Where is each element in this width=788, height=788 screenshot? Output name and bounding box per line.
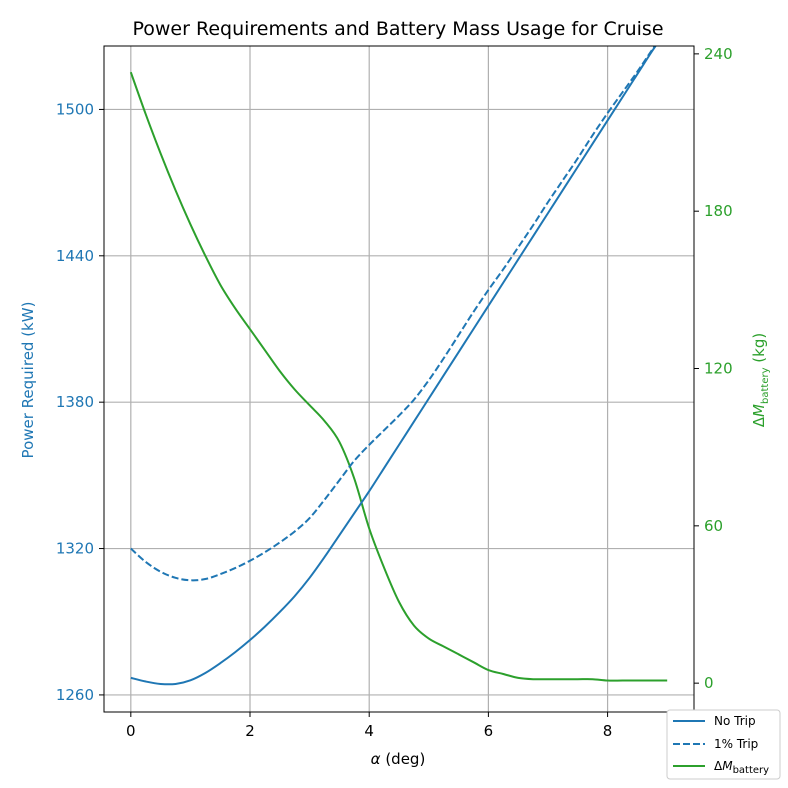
x-tick-label: 2 bbox=[245, 722, 255, 740]
y-right-tick-label: 60 bbox=[704, 517, 723, 535]
legend-battery-prefix: Δ bbox=[714, 759, 723, 773]
grid bbox=[104, 46, 694, 712]
axes-frame bbox=[103, 45, 695, 713]
legend-battery-symbol: M bbox=[722, 759, 733, 773]
y-right-tick-label: 0 bbox=[704, 674, 714, 692]
legend-label-no-trip: No Trip bbox=[714, 714, 756, 728]
y-left-tick-label: 1320 bbox=[56, 540, 94, 558]
series-line-no-trip bbox=[130, 46, 657, 686]
legend-label-1pct-trip: 1% Trip bbox=[714, 737, 758, 751]
y-axis-right-symbol: M bbox=[750, 404, 768, 417]
y-axis-right-unit: (kg) bbox=[750, 333, 768, 368]
plot-lines bbox=[129, 46, 668, 686]
legend: No Trip 1% Trip ΔMbattery bbox=[666, 709, 781, 780]
x-tick-label: 6 bbox=[484, 722, 494, 740]
y-right-tick-label: 240 bbox=[704, 45, 733, 63]
legend-box bbox=[666, 709, 781, 780]
y-axis-right-subscript: battery bbox=[760, 367, 771, 404]
series-line-battery-mass bbox=[129, 71, 668, 682]
chart-title: Power Requirements and Battery Mass Usag… bbox=[132, 18, 663, 40]
y-right-tick-label: 120 bbox=[704, 360, 733, 378]
y-axis-right-prefix: Δ bbox=[750, 416, 768, 427]
y-right-tick-label: 180 bbox=[704, 202, 733, 220]
x-axis-symbol: α bbox=[371, 750, 381, 768]
x-tick-label: 8 bbox=[603, 722, 613, 740]
y-left-tick-label: 1380 bbox=[56, 393, 94, 411]
x-tick-label: 0 bbox=[126, 722, 136, 740]
legend-battery-subscript: battery bbox=[733, 765, 770, 776]
x-tick-label: 4 bbox=[364, 722, 374, 740]
y-left-tick-label: 1500 bbox=[56, 100, 94, 118]
x-axis-label: α (deg) bbox=[371, 750, 426, 768]
y-axis-left-label: Power Required (kW) bbox=[19, 302, 37, 459]
x-axis-unit: (deg) bbox=[381, 750, 426, 768]
series-line-1pct-trip bbox=[130, 46, 657, 582]
y-left-tick-label: 1440 bbox=[56, 247, 94, 265]
y-left-tick-label: 1260 bbox=[56, 686, 94, 704]
legend-label-battery: ΔMbattery bbox=[714, 759, 769, 776]
ticks: 0 2 4 6 8 1260 1320 1380 1440 1500 0 60 120 180 240 bbox=[56, 45, 733, 740]
y-axis-right-label: ΔMbattery (kg) bbox=[750, 333, 771, 427]
